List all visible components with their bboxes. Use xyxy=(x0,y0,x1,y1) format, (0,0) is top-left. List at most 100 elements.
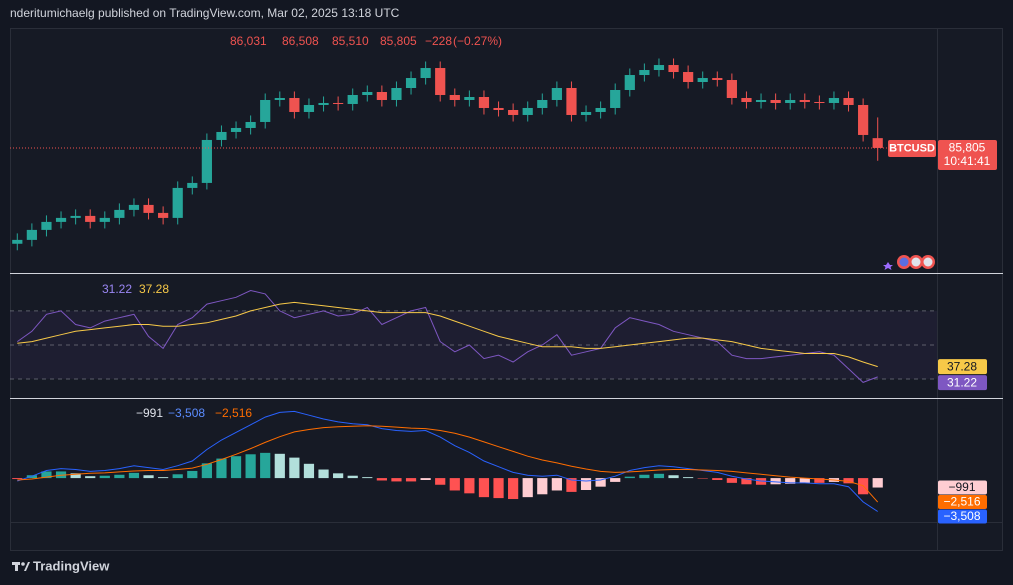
candle-body xyxy=(420,68,431,79)
histogram-bar xyxy=(653,473,665,479)
last-price-label: 85,805 xyxy=(949,141,986,155)
histogram-bar xyxy=(187,470,198,479)
last-price-label-bg xyxy=(938,139,997,170)
candle-body xyxy=(639,70,650,76)
ohlc-low: 85,510 xyxy=(332,34,369,48)
candle-body xyxy=(493,107,504,110)
histogram-bar xyxy=(70,473,81,479)
histogram-bar xyxy=(668,475,679,479)
candle-body xyxy=(580,111,592,115)
candle-body xyxy=(318,102,329,105)
macd-axis-label: −991 xyxy=(948,480,975,494)
histogram-bar xyxy=(726,478,737,483)
histogram-bar xyxy=(770,478,781,485)
candle-body xyxy=(522,107,533,115)
macd-axis-label: −2,516 xyxy=(943,495,980,509)
candle-body xyxy=(216,131,227,140)
candle-body xyxy=(187,182,198,188)
histogram-bar xyxy=(230,456,242,479)
candle-body xyxy=(333,102,344,104)
histogram-bar xyxy=(420,478,431,480)
candle-body xyxy=(478,96,490,108)
rsi-axis-label: 37.28 xyxy=(947,359,977,373)
macd-axis-label: −3,508 xyxy=(943,509,980,523)
candle-body xyxy=(551,88,562,100)
histogram-bar xyxy=(362,477,373,479)
candle-body xyxy=(128,204,140,210)
candle-body xyxy=(595,107,606,112)
candle-body xyxy=(303,104,315,112)
candle-body xyxy=(610,90,621,108)
candle-body xyxy=(566,88,577,115)
histogram-bar xyxy=(843,478,854,484)
candle-body xyxy=(26,229,37,240)
histogram-bar xyxy=(785,478,796,484)
candle-body xyxy=(405,78,417,89)
histogram-bar xyxy=(639,474,650,479)
candle-body xyxy=(143,204,154,213)
candle-body xyxy=(70,215,81,218)
rsi-ma-header-value: 37.28 xyxy=(139,282,169,296)
candle-body xyxy=(158,212,169,218)
histogram-bar xyxy=(143,475,154,479)
signal-header-value: −2,516 xyxy=(215,406,252,420)
histogram-bar xyxy=(799,478,810,483)
macd-axis-label-bg xyxy=(938,495,987,510)
candle-body xyxy=(99,217,110,222)
candle-body xyxy=(712,78,723,81)
candle-body xyxy=(376,91,387,100)
histogram-bar xyxy=(172,474,183,479)
candle-body xyxy=(872,138,883,148)
histogram-bar xyxy=(376,478,387,481)
brand: TradingView xyxy=(33,558,110,573)
candle-body xyxy=(85,215,96,222)
candle-body xyxy=(449,94,460,100)
candle-body xyxy=(55,217,67,222)
histogram-bar xyxy=(260,452,271,479)
ohlc-open: 86,031 xyxy=(230,34,267,48)
candle-body xyxy=(12,239,23,244)
tradingview-logo xyxy=(12,562,30,571)
rsi-header-value: 31.22 xyxy=(102,282,132,296)
change: −228 xyxy=(425,34,452,48)
candle-body xyxy=(172,187,183,218)
histogram-bar xyxy=(464,478,475,494)
change-pct: (−0.27%) xyxy=(453,34,502,48)
publisher-line: nderitumichaelg published on TradingView… xyxy=(10,6,400,20)
histogram-bar xyxy=(610,478,621,482)
histogram-bar xyxy=(405,478,417,482)
candle-body xyxy=(668,65,679,73)
histogram-bar xyxy=(624,476,635,479)
histogram-bar xyxy=(493,478,504,499)
candle-body xyxy=(799,99,810,102)
rsi-axis-label: 31.22 xyxy=(947,375,977,389)
hist-header-value: −991 xyxy=(136,406,163,420)
candle-body xyxy=(435,68,446,95)
countdown: 10:41:41 xyxy=(944,154,991,168)
histogram-bar xyxy=(522,478,533,498)
histogram-bar xyxy=(595,478,606,487)
candle-body xyxy=(814,101,825,103)
candle-body xyxy=(508,109,519,115)
candle-body xyxy=(537,99,548,108)
candle-body xyxy=(697,78,708,83)
candle-body xyxy=(828,97,840,103)
histogram-bar xyxy=(712,478,723,480)
macd-line xyxy=(17,410,878,512)
candle-body xyxy=(653,65,665,71)
candle-body xyxy=(741,97,752,102)
histogram-bar xyxy=(85,476,96,479)
candle-body xyxy=(683,72,694,83)
rsi-axis-label-bg xyxy=(938,359,987,375)
rsi-axis-label-bg xyxy=(938,375,987,391)
candle-body xyxy=(230,127,242,132)
candle-body xyxy=(362,91,373,95)
candle-body xyxy=(755,99,767,102)
histogram-bar xyxy=(566,478,577,492)
histogram-bar xyxy=(274,453,285,479)
candle-body xyxy=(41,221,52,230)
histogram-bar xyxy=(391,478,402,482)
macd-axis-label-bg xyxy=(938,480,987,495)
histogram-bar xyxy=(158,477,169,479)
candle-body xyxy=(201,139,212,183)
